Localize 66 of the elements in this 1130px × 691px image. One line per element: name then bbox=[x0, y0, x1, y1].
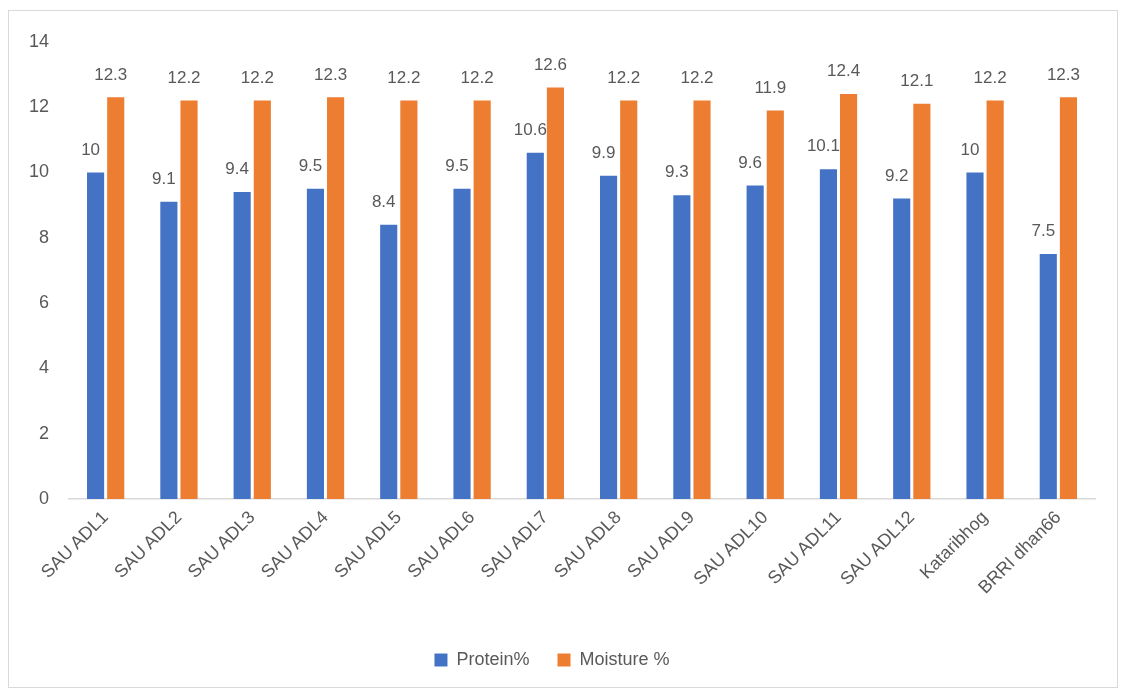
bar bbox=[180, 100, 198, 499]
bar bbox=[160, 201, 178, 499]
legend-label: Moisture % bbox=[579, 648, 670, 669]
bar bbox=[107, 97, 125, 499]
bar bbox=[600, 175, 618, 499]
bar bbox=[253, 100, 271, 499]
bar bbox=[913, 103, 931, 499]
y-tick-label: 2 bbox=[39, 422, 50, 443]
bar bbox=[966, 172, 984, 499]
data-label: 10 bbox=[960, 139, 980, 159]
data-label: 10 bbox=[81, 139, 101, 159]
data-label: 9.5 bbox=[445, 155, 469, 175]
y-tick-label: 8 bbox=[39, 226, 50, 247]
bar bbox=[766, 110, 784, 499]
bar bbox=[327, 97, 345, 499]
data-label: 8.4 bbox=[371, 191, 396, 211]
y-tick-label: 10 bbox=[28, 161, 50, 182]
data-label: 12.3 bbox=[314, 64, 348, 84]
data-label: 12.2 bbox=[973, 67, 1007, 87]
bar bbox=[693, 100, 711, 499]
data-label: 12.2 bbox=[240, 67, 274, 87]
bar bbox=[986, 100, 1004, 499]
data-label: 12.4 bbox=[827, 61, 861, 81]
data-label: 9.5 bbox=[298, 155, 323, 175]
data-label: 9.4 bbox=[225, 159, 249, 179]
bar bbox=[453, 188, 471, 499]
bar bbox=[819, 169, 837, 499]
bar bbox=[87, 172, 105, 499]
bar bbox=[673, 195, 691, 499]
bar bbox=[840, 94, 858, 499]
data-label: 12.2 bbox=[167, 67, 201, 87]
data-label: 11.9 bbox=[754, 77, 787, 97]
data-label: 12.2 bbox=[387, 67, 421, 87]
legend-label: Protein% bbox=[456, 648, 530, 669]
y-tick-label: 6 bbox=[39, 292, 50, 313]
bar bbox=[746, 185, 764, 499]
data-label: 12.6 bbox=[533, 54, 567, 74]
bar bbox=[380, 224, 398, 499]
data-label: 12.3 bbox=[94, 64, 128, 84]
data-label: 7.5 bbox=[1031, 221, 1056, 241]
data-label: 10.6 bbox=[513, 120, 547, 140]
bar bbox=[1059, 97, 1077, 499]
bar bbox=[306, 188, 325, 499]
data-label: 9.2 bbox=[884, 165, 909, 185]
data-label: 12.2 bbox=[680, 67, 714, 87]
y-tick-label: 14 bbox=[28, 30, 50, 51]
y-tick-label: 4 bbox=[39, 357, 50, 378]
bar bbox=[1039, 254, 1057, 499]
bar bbox=[893, 198, 911, 499]
data-label: 9.9 bbox=[591, 142, 616, 162]
y-tick-label: 0 bbox=[39, 487, 50, 508]
bar bbox=[620, 100, 638, 499]
data-label: 9.1 bbox=[152, 169, 176, 189]
bar bbox=[233, 192, 251, 499]
data-label: 9.3 bbox=[665, 162, 689, 182]
data-label: 12.1 bbox=[900, 71, 934, 91]
data-label: 12.3 bbox=[1046, 64, 1080, 84]
bar bbox=[473, 100, 491, 499]
data-label: 12.2 bbox=[607, 67, 641, 87]
bar bbox=[526, 152, 544, 499]
data-label: 9.6 bbox=[738, 152, 762, 172]
data-label: 10.1 bbox=[806, 136, 840, 156]
y-tick-label: 12 bbox=[28, 96, 50, 117]
bar bbox=[400, 100, 418, 499]
bar bbox=[546, 87, 565, 499]
data-label: 12.2 bbox=[460, 67, 494, 87]
